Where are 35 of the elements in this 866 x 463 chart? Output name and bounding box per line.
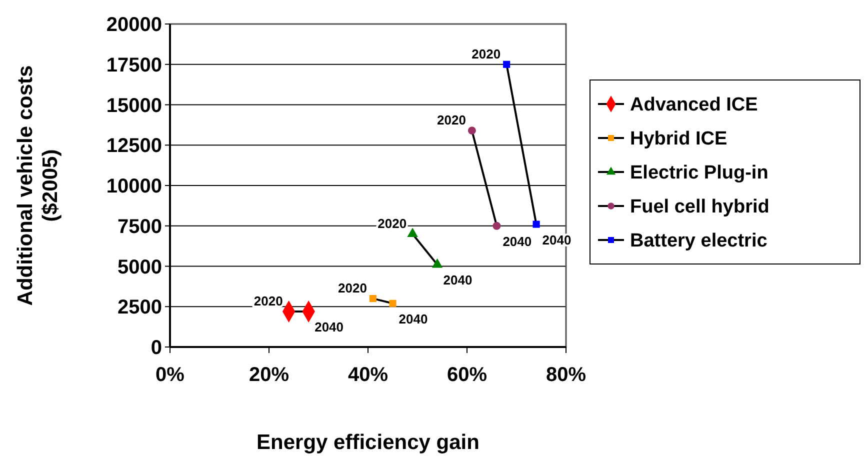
y-tick-label: 15000 bbox=[106, 94, 162, 117]
annotation: 2040 bbox=[502, 234, 532, 249]
x-tick-label: 40% bbox=[348, 364, 388, 386]
legend-label: Fuel cell hybrid bbox=[630, 196, 770, 218]
y-axis-title: Additional vehicle costs ($2005) bbox=[14, 65, 62, 306]
x-tick-label: 80% bbox=[546, 364, 586, 386]
x-tick-label: 0% bbox=[156, 364, 185, 386]
annotation: 2020 bbox=[472, 46, 501, 62]
point bbox=[468, 126, 476, 135]
annotation: 2020 bbox=[254, 293, 283, 308]
annotation: 2020 bbox=[437, 112, 466, 128]
legend-label: Advanced ICE bbox=[630, 94, 758, 116]
y-tick-label: 17500 bbox=[106, 54, 162, 76]
point bbox=[369, 295, 376, 302]
y-tick-label: 5000 bbox=[118, 256, 162, 278]
y-tick-label: 12500 bbox=[106, 135, 162, 158]
legend-label: Hybrid ICE bbox=[630, 128, 728, 150]
point bbox=[532, 220, 540, 228]
legend-label: Battery electric bbox=[630, 230, 768, 252]
x-tick-label: 60% bbox=[446, 364, 488, 386]
x-axis-title: Energy efficiency gain bbox=[256, 431, 480, 454]
y-tick-label: 7500 bbox=[118, 216, 162, 238]
point bbox=[503, 60, 510, 68]
y-tick-label: 0 bbox=[150, 337, 162, 359]
y-tick-label: 10000 bbox=[106, 176, 162, 198]
y-tick-label: 2500 bbox=[118, 296, 162, 319]
y-tick-label: 20000 bbox=[106, 14, 162, 36]
annotation: 2040 bbox=[398, 311, 428, 326]
point bbox=[492, 222, 501, 230]
x-tick-label: 20% bbox=[248, 364, 290, 386]
legend-label: Electric Plug-in bbox=[630, 162, 768, 184]
point bbox=[389, 300, 396, 307]
annotation: 2040 bbox=[314, 319, 344, 334]
annotation: 2020 bbox=[338, 280, 367, 296]
annotation: 2040 bbox=[443, 272, 472, 288]
